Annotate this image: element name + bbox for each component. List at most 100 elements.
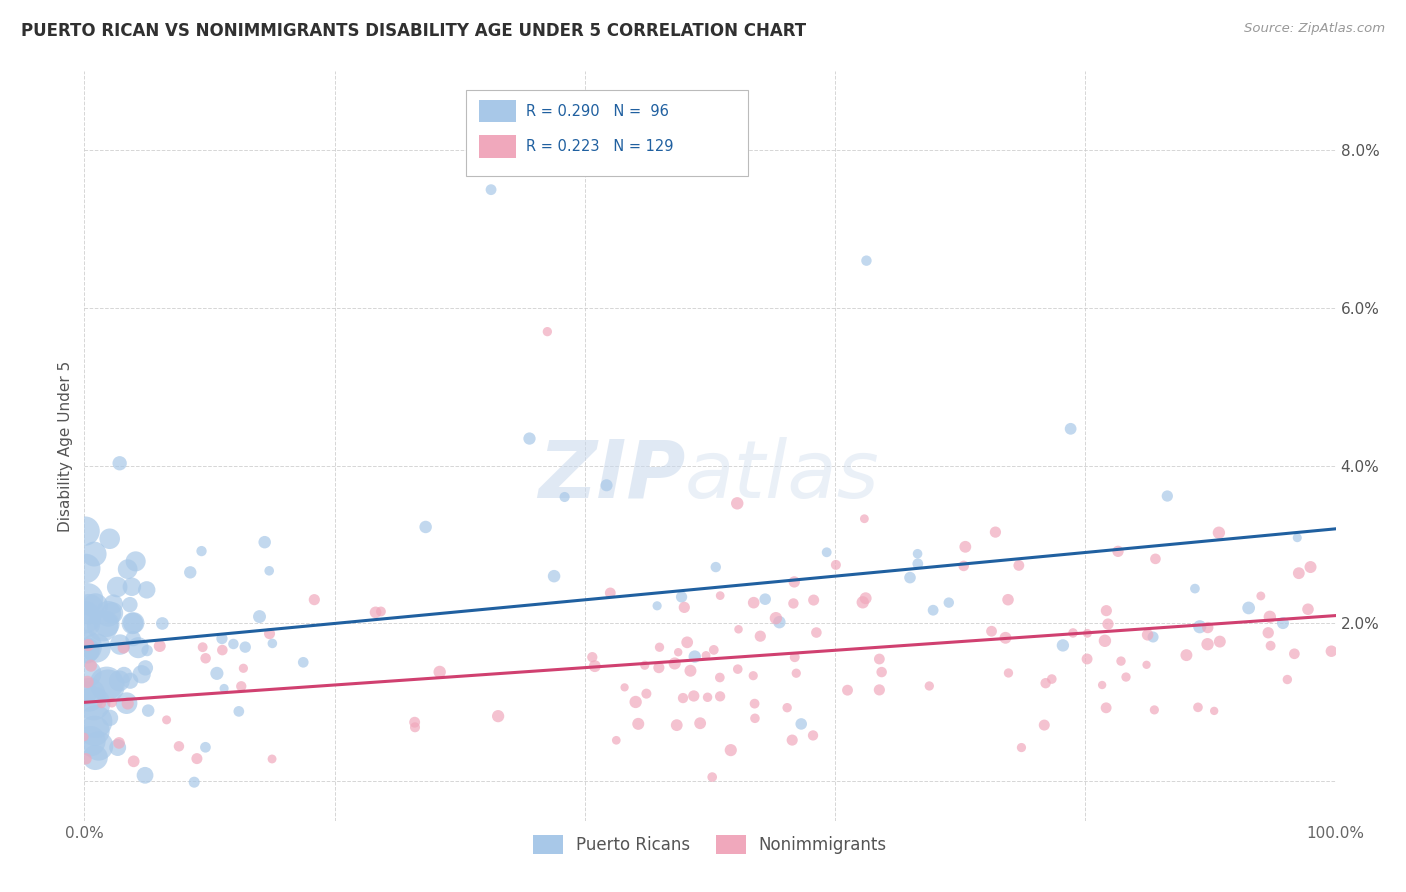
Point — [1135, 657, 1157, 672]
Point — [1097, 617, 1119, 632]
Point — [790, 717, 813, 731]
Point — [1237, 601, 1260, 615]
Point — [1156, 489, 1178, 503]
Point — [1091, 678, 1114, 692]
Point — [1010, 740, 1032, 755]
Point — [370, 605, 392, 619]
Text: PUERTO RICAN VS NONIMMIGRANTS DISABILITY AGE UNDER 5 CORRELATION CHART: PUERTO RICAN VS NONIMMIGRANTS DISABILITY… — [21, 22, 806, 40]
Point — [780, 733, 803, 747]
Point — [648, 640, 671, 655]
Point — [955, 540, 977, 554]
Point — [1204, 704, 1226, 718]
Point — [782, 597, 804, 611]
Point — [97, 679, 120, 693]
Point — [997, 592, 1019, 607]
Point — [75, 616, 97, 631]
Point — [183, 775, 205, 789]
Point — [404, 715, 426, 730]
Point — [136, 643, 159, 657]
Point — [984, 525, 1007, 540]
Point — [73, 730, 96, 744]
Point — [613, 681, 636, 695]
Point — [825, 558, 848, 572]
Point — [260, 752, 283, 766]
Point — [98, 532, 121, 546]
Point — [228, 705, 250, 719]
Point — [194, 740, 217, 755]
Point — [952, 558, 974, 573]
Point — [703, 643, 725, 657]
Point — [749, 629, 772, 643]
Point — [404, 720, 426, 734]
Point — [136, 704, 159, 718]
Point — [167, 739, 190, 754]
Point — [96, 676, 118, 690]
Point — [664, 657, 686, 671]
Point — [222, 637, 245, 651]
Point — [1059, 422, 1081, 436]
Point — [304, 592, 326, 607]
Point — [112, 640, 135, 655]
Point — [806, 625, 828, 640]
Legend: Puerto Ricans, Nonimmigrants: Puerto Ricans, Nonimmigrants — [526, 829, 894, 861]
Text: R = 0.223   N = 129: R = 0.223 N = 129 — [526, 139, 673, 153]
Point — [1320, 644, 1343, 658]
Point — [1187, 700, 1209, 714]
Point — [75, 752, 97, 766]
Point — [898, 571, 921, 585]
Point — [676, 635, 699, 649]
Point — [768, 615, 790, 630]
Point — [194, 651, 217, 665]
Point — [776, 700, 799, 714]
Point — [1197, 637, 1219, 651]
Point — [73, 686, 96, 700]
Point — [120, 673, 142, 688]
Point — [77, 638, 100, 652]
Point — [83, 723, 105, 738]
Text: Source: ZipAtlas.com: Source: ZipAtlas.com — [1244, 22, 1385, 36]
Point — [84, 599, 107, 613]
Point — [91, 619, 114, 633]
Point — [77, 666, 100, 681]
Point — [1250, 589, 1272, 603]
Point — [720, 743, 742, 757]
Point — [96, 617, 118, 632]
Point — [627, 717, 650, 731]
Point — [124, 554, 146, 568]
Point — [581, 650, 603, 665]
Point — [90, 697, 112, 711]
Point — [1033, 718, 1056, 732]
Point — [105, 580, 128, 594]
Point — [783, 650, 806, 665]
Point — [186, 751, 208, 765]
Point — [1040, 672, 1063, 686]
Point — [134, 768, 156, 782]
Point — [636, 687, 658, 701]
Point — [1115, 670, 1137, 684]
Point — [1296, 602, 1319, 616]
Point — [1175, 648, 1198, 662]
Point — [1258, 610, 1281, 624]
Point — [108, 456, 131, 470]
Point — [1062, 626, 1084, 640]
FancyBboxPatch shape — [465, 90, 748, 177]
Text: R = 0.290   N =  96: R = 0.290 N = 96 — [526, 103, 669, 119]
Point — [837, 683, 859, 698]
Point — [118, 598, 141, 612]
Point — [79, 734, 101, 748]
Point — [783, 574, 806, 589]
Point — [1144, 552, 1167, 566]
Point — [673, 600, 696, 615]
Point — [77, 602, 100, 616]
Point — [1271, 616, 1294, 631]
Point — [1107, 544, 1129, 558]
Point — [922, 603, 945, 617]
Point — [211, 643, 233, 657]
Point — [134, 661, 156, 675]
Point — [1109, 654, 1132, 668]
Point — [75, 640, 97, 654]
Point — [83, 697, 105, 711]
Point — [918, 679, 941, 693]
Point — [868, 652, 890, 666]
Point — [112, 668, 135, 682]
